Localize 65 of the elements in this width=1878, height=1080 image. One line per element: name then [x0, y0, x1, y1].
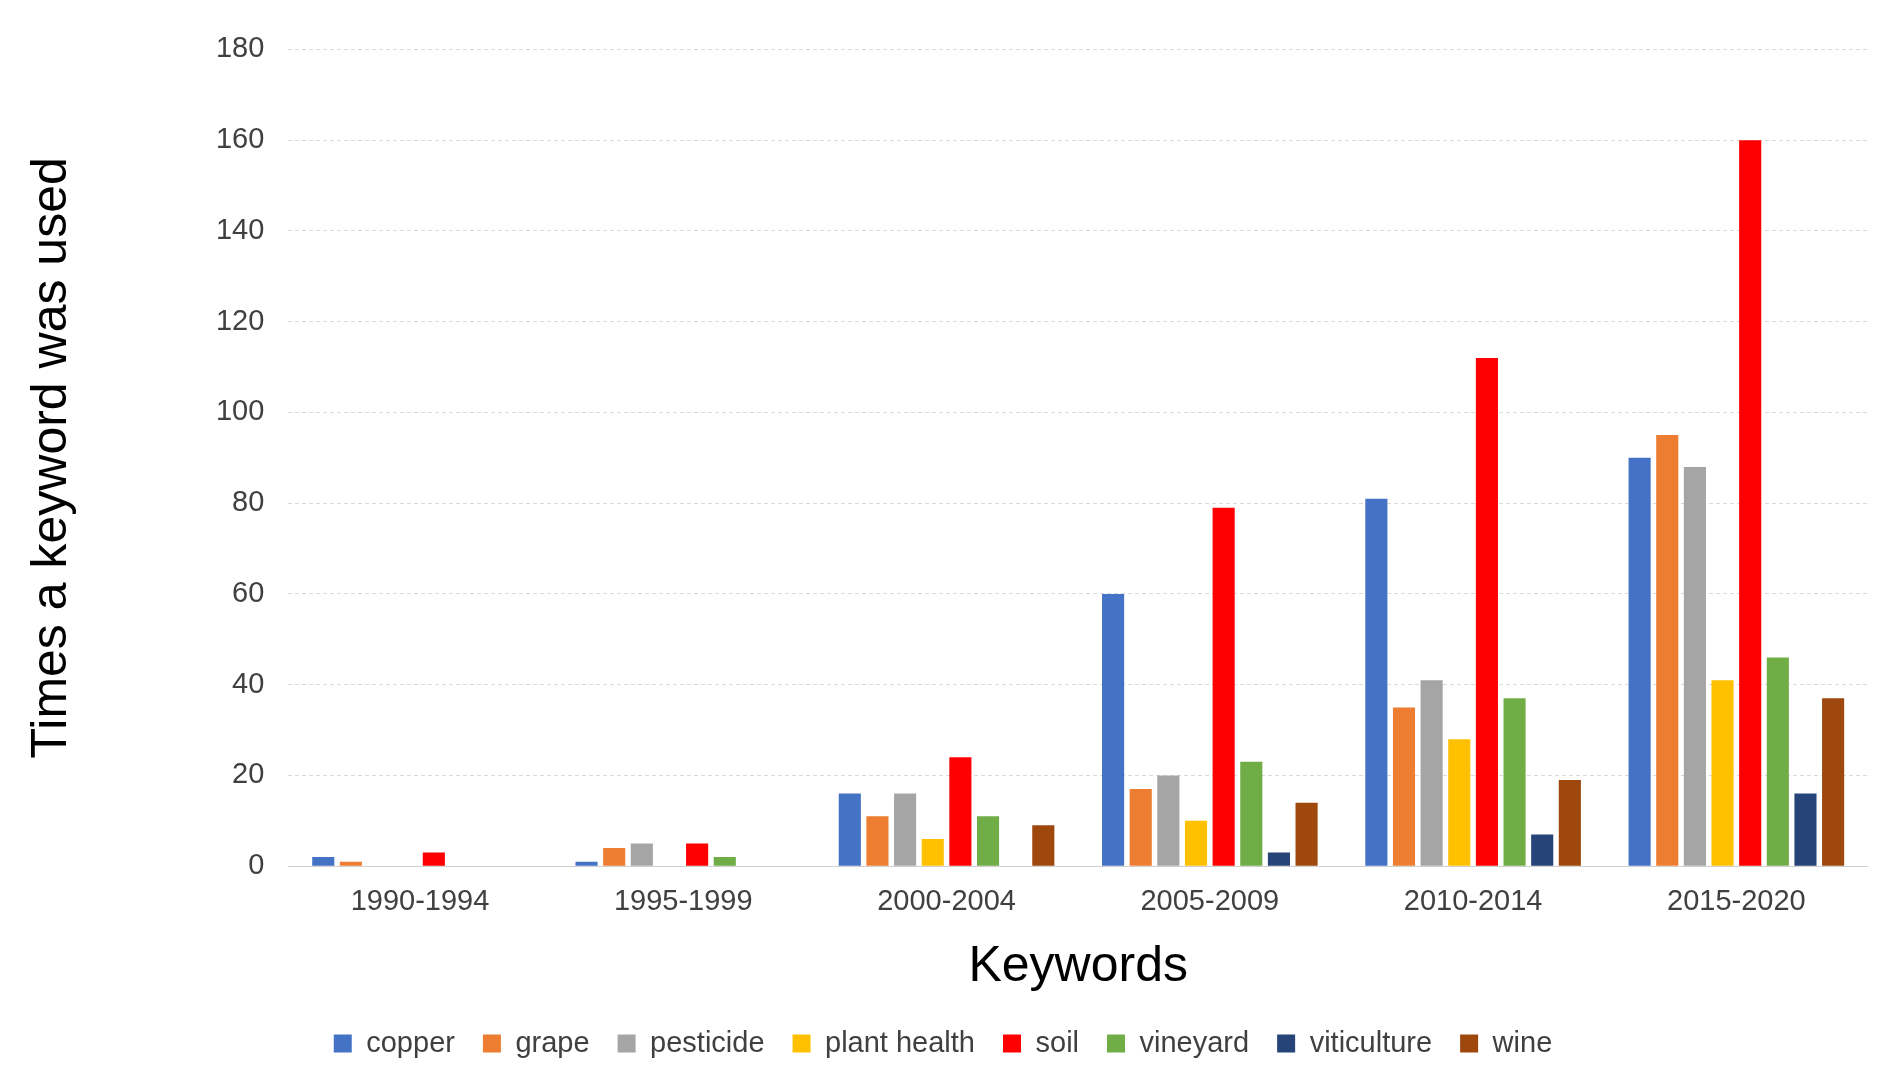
bar	[1475, 357, 1498, 866]
bar	[894, 793, 917, 866]
bar	[713, 857, 736, 866]
legend-label: pesticide	[650, 1025, 765, 1058]
y-tick-label: 20	[232, 757, 265, 790]
y-tick-label: 60	[232, 575, 265, 608]
x-tick-label: 1990-1994	[350, 883, 490, 916]
bar	[575, 861, 598, 866]
bar	[838, 793, 861, 866]
bar	[1102, 593, 1125, 866]
bar	[422, 852, 445, 866]
bar	[630, 843, 653, 866]
bar	[1683, 466, 1706, 866]
x-tick-label: 2010-2014	[1403, 883, 1543, 916]
y-tick-label: 120	[215, 303, 265, 336]
x-tick-label: 1995-1999	[613, 883, 753, 916]
y-axis-title: Times a keyword was used	[20, 157, 77, 759]
bar	[1392, 707, 1416, 866]
bar	[1656, 435, 1679, 866]
y-tick-label: 80	[232, 485, 265, 518]
bar	[1420, 680, 1443, 866]
legend-label: soil	[1035, 1025, 1080, 1058]
legend-label: wine	[1491, 1025, 1553, 1058]
bar	[1822, 698, 1845, 866]
bar	[1212, 507, 1235, 866]
y-tick-label: 40	[232, 666, 265, 699]
bar	[603, 848, 626, 866]
bar	[1766, 657, 1789, 866]
bar	[1184, 820, 1208, 866]
x-tick-label: 2000-2004	[877, 883, 1016, 916]
bar	[312, 857, 335, 866]
bar	[1628, 457, 1651, 866]
bar	[949, 757, 972, 866]
bar	[866, 816, 889, 866]
bar	[976, 816, 1000, 866]
legend-label: copper	[366, 1025, 456, 1058]
y-tick-label: 140	[215, 212, 265, 245]
bar	[1503, 698, 1526, 866]
bar	[1295, 802, 1318, 866]
bar	[1365, 498, 1388, 866]
y-tick-label: 100	[215, 394, 265, 427]
y-tick-label: 160	[215, 122, 265, 155]
bar	[1129, 789, 1152, 866]
bar	[1531, 834, 1554, 866]
y-tick-label: 180	[215, 31, 265, 64]
bar	[1794, 793, 1817, 866]
y-tick-label: 0	[248, 848, 265, 881]
bar	[1739, 140, 1762, 866]
bar	[1267, 852, 1290, 866]
x-tick-label: 2005-2009	[1140, 883, 1280, 916]
x-axis-title: Keywords	[968, 935, 1188, 992]
bar	[686, 843, 709, 866]
legend-label: plant health	[825, 1025, 976, 1058]
legend-label: vineyard	[1139, 1025, 1250, 1058]
bar	[1711, 680, 1734, 866]
bar	[1558, 779, 1581, 866]
bar	[1032, 825, 1055, 866]
bar	[1240, 761, 1263, 866]
legend-label: viticulture	[1309, 1025, 1433, 1058]
bar	[339, 861, 362, 866]
bar	[1448, 739, 1471, 866]
bar	[1157, 775, 1180, 866]
legend-label: grape	[515, 1025, 590, 1058]
x-tick-label: 2015-2020	[1667, 883, 1806, 916]
bar	[921, 838, 944, 866]
